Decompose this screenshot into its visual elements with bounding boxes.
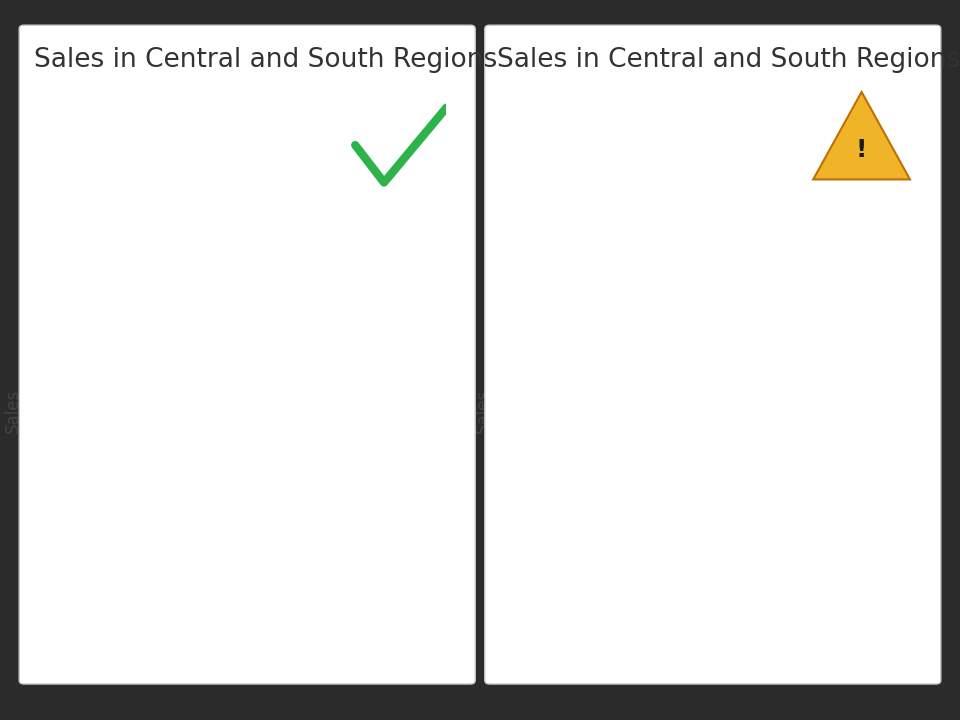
Y-axis label: Sales: Sales — [474, 388, 492, 433]
Bar — [330, 328, 434, 634]
Text: Sales in Central and South Regions: Sales in Central and South Regions — [497, 47, 960, 73]
Text: !: ! — [856, 138, 867, 162]
Polygon shape — [813, 92, 910, 179]
Title: Region: Region — [234, 162, 299, 180]
Bar — [568, 233, 668, 720]
Title: Region: Region — [697, 162, 762, 180]
Text: Sales in Central and South Regions: Sales in Central and South Regions — [34, 47, 497, 73]
Bar — [99, 237, 203, 634]
Y-axis label: Sales: Sales — [4, 388, 22, 433]
Bar — [791, 641, 891, 720]
